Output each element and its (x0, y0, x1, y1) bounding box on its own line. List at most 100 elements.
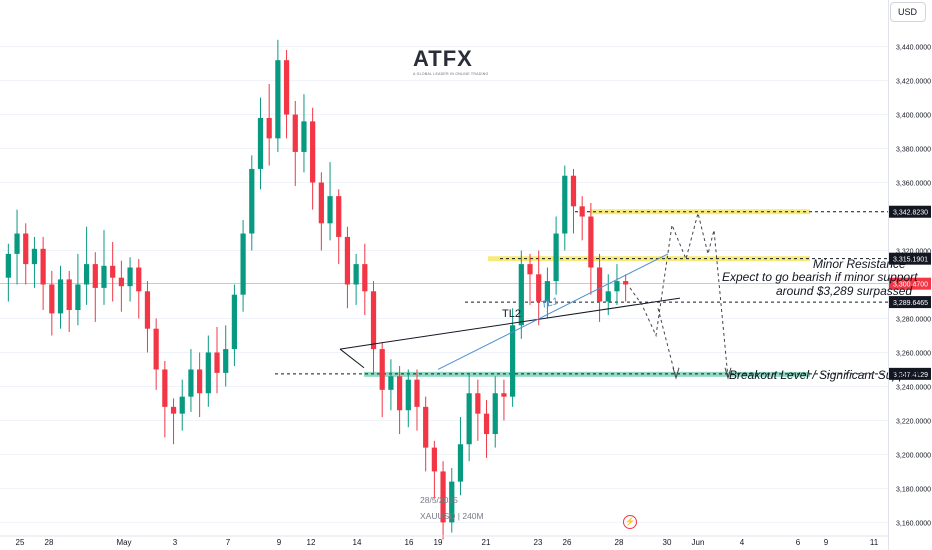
y-tick-label: 3,400.0000 (896, 113, 931, 120)
y-tick-label: 3,260.0000 (896, 350, 931, 357)
candle-body (562, 175, 568, 234)
candle-body (292, 114, 298, 152)
candle-body (240, 233, 246, 295)
candle-body (353, 264, 359, 285)
price-tag-label: 3,342.8230 (893, 210, 928, 217)
y-tick-label: 3,420.0000 (896, 79, 931, 86)
x-tick-label: 9 (824, 538, 829, 547)
candle-body (118, 277, 124, 287)
brand-logo: ATFX A GLOBAL LEADER IN ONLINE TRADING (413, 46, 488, 80)
candle-body (57, 279, 64, 314)
price-tag-box (889, 205, 931, 218)
candle-body (101, 265, 107, 288)
projection-arrow (672, 367, 680, 380)
candle-body (153, 328, 159, 370)
date-stamp: 28/5/2025 (420, 495, 458, 505)
candle-body (14, 233, 20, 254)
x-tick-label: 14 (353, 538, 362, 547)
x-tick-label: 25 (16, 538, 25, 547)
candle-body (483, 413, 490, 435)
y-tick-label: 3,180.0000 (896, 486, 931, 493)
candle-body (596, 267, 603, 302)
candle-body (75, 284, 81, 310)
candle-body (179, 396, 185, 414)
candle-body (536, 274, 542, 302)
price-tag-box (889, 367, 931, 380)
candle-body (170, 406, 177, 414)
x-tick-label: 23 (534, 538, 543, 547)
breakout-level-label: Breakout Level / Significant Support (729, 368, 920, 382)
price-axis[interactable] (888, 0, 932, 550)
candle-body (197, 369, 203, 394)
candle-body (318, 182, 324, 224)
candle-body (553, 233, 559, 282)
price-tag-label: 3,247.4129 (893, 372, 928, 379)
candle-body (510, 325, 516, 397)
x-tick-label: May (116, 538, 131, 547)
y-tick-label: 3,220.0000 (896, 418, 931, 425)
candle-body (162, 369, 168, 407)
candle-body (570, 175, 577, 207)
candle-body (544, 281, 551, 302)
resistance-zone-minor (488, 256, 810, 262)
x-tick-label: 28 (45, 538, 54, 547)
candle-body (405, 379, 411, 411)
symbol-label: XAUUSD | 240M (420, 511, 484, 521)
candle-body (457, 444, 464, 482)
bearish-note-line1: Expect to go bearish if minor support (722, 270, 918, 284)
x-tick-label: 16 (405, 538, 414, 547)
candle-body (327, 196, 333, 224)
bearish-note-line2: around $3,289 surpassed (776, 284, 913, 298)
candle-body (205, 352, 211, 394)
candle-body (231, 294, 238, 350)
candle-body (283, 60, 290, 115)
x-tick-label: 11 (870, 538, 879, 547)
y-tick-label: 3,440.0000 (896, 45, 931, 52)
candle-body (83, 264, 90, 285)
candle-body (466, 393, 472, 445)
candle-body (431, 447, 437, 472)
candle-body (144, 291, 151, 329)
candle-body (40, 248, 46, 285)
x-tick-label: 26 (563, 538, 572, 547)
candle-body (136, 267, 142, 292)
y-tick-label: 3,240.0000 (896, 384, 931, 391)
currency-selector[interactable] (890, 2, 926, 22)
candle-body (49, 284, 55, 314)
candle-body (362, 264, 368, 292)
lightning-icon[interactable]: ⚡ (623, 515, 637, 529)
price-tag-box (889, 296, 931, 309)
price-chart[interactable]: TL2 TL1 25 28 May 3 7 9 12 14 16 19 21 23 26 28 30 Jun 4 6 9… (0, 0, 888, 550)
candle-body (492, 393, 498, 435)
price-tag-label: 3,300.4700 (893, 282, 928, 289)
x-tick-label: Jun (692, 538, 705, 547)
y-tick-label: 3,280.0000 (896, 316, 931, 323)
x-tick-label: 30 (663, 538, 672, 547)
candle-body (110, 265, 116, 278)
candle-body (249, 168, 255, 234)
resistance-zone-major (590, 209, 810, 215)
candle-body (223, 349, 229, 373)
candle-body (396, 376, 403, 411)
candle-body (518, 264, 524, 326)
trendline-tl1 (437, 253, 669, 370)
y-tick-label: 3,380.0000 (896, 147, 931, 154)
projection-arrow (724, 367, 732, 380)
price-tag-label: 3,315.1901 (893, 257, 928, 264)
candle-body (623, 281, 629, 285)
candle-body (579, 206, 585, 217)
tl1-label: TL1 (540, 296, 560, 311)
candle-body (423, 406, 429, 448)
x-tick-label: 28 (615, 538, 624, 547)
x-tick-label: 4 (740, 538, 745, 547)
projection-path (629, 212, 729, 379)
y-tick-label: 3,200.0000 (896, 452, 931, 459)
candle-body (310, 121, 316, 183)
price-tag-box (889, 252, 931, 265)
candle-body (31, 248, 38, 265)
candle-body (336, 196, 342, 237)
candle-body (379, 349, 385, 390)
candle-body (614, 281, 620, 292)
candle-body (257, 117, 264, 169)
